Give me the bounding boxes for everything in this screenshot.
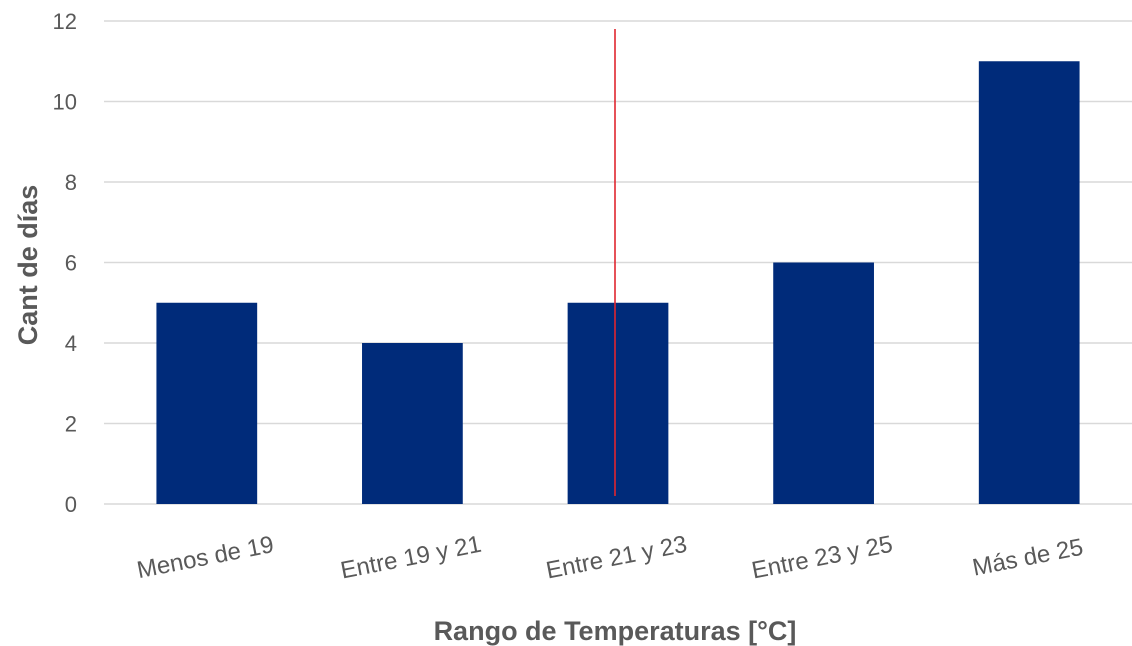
y-tick-label: 0	[65, 492, 77, 517]
bar	[773, 262, 874, 504]
x-tick-label: Entre 19 y 21	[338, 531, 483, 585]
y-tick-label: 4	[65, 331, 77, 356]
bar	[156, 302, 258, 504]
bars	[156, 61, 1080, 504]
bar	[978, 61, 1080, 504]
y-axis-title: Cant de días	[13, 185, 43, 346]
x-axis-title: Rango de Temperaturas [°C]	[434, 616, 797, 646]
y-tick-label: 8	[65, 170, 77, 195]
bar	[567, 302, 669, 504]
x-tick-label: Más de 25	[970, 534, 1085, 582]
x-tick-label: Entre 23 y 25	[750, 531, 895, 585]
y-axis-ticks: 0 2 4 6 8 10 12	[53, 9, 77, 517]
x-axis-ticks: Menos de 19 Entre 19 y 21 Entre 21 y 23 Ent…	[135, 531, 1086, 585]
y-tick-label: 12	[53, 9, 77, 34]
x-tick-label: Entre 21 y 23	[544, 531, 689, 585]
y-tick-label: 10	[53, 90, 77, 115]
y-tick-label: 2	[65, 412, 77, 437]
x-tick-label: Menos de 19	[135, 531, 276, 584]
y-tick-label: 6	[65, 251, 77, 276]
bar	[362, 343, 463, 504]
